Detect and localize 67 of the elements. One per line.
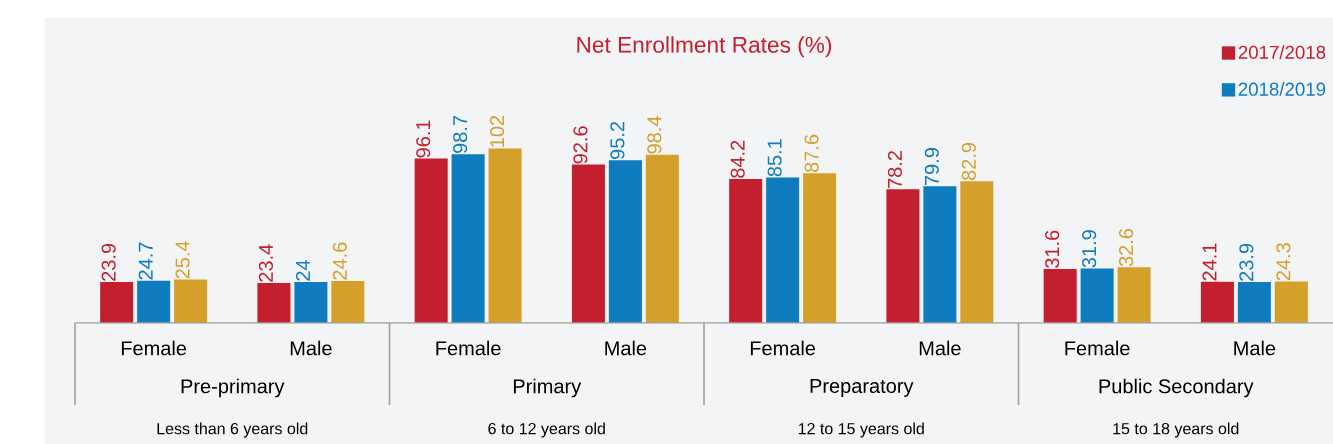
data-label: 24.1 xyxy=(1202,243,1217,281)
data-label: 25.4 xyxy=(175,240,190,279)
x-tick-label: Female xyxy=(1065,340,1130,356)
bar xyxy=(331,280,365,323)
bar xyxy=(1080,268,1114,323)
bar xyxy=(766,177,800,323)
bar xyxy=(1117,267,1151,323)
data-label: 98.4 xyxy=(647,116,662,154)
data-label: 24.7 xyxy=(138,242,153,280)
data-label: 31.9 xyxy=(1082,230,1097,268)
data-label: 78.2 xyxy=(887,151,902,188)
x-tick-label: Male xyxy=(605,340,647,356)
bar xyxy=(571,164,605,323)
bar xyxy=(1043,268,1077,323)
data-label: 85.1 xyxy=(767,139,782,177)
x-tick-label: Female xyxy=(750,340,816,356)
data-label: 98.7 xyxy=(453,115,468,153)
legend-label: 2018/2019 xyxy=(1238,82,1326,96)
text: Public Secondary xyxy=(1099,378,1254,398)
bar xyxy=(803,173,837,323)
legend-label: 2017/2018 xyxy=(1238,45,1326,59)
bar xyxy=(960,181,994,323)
bar xyxy=(257,282,291,323)
data-label: 96.1 xyxy=(416,120,431,158)
text: 12 to 15 years old xyxy=(798,422,924,438)
text: 15 to 18 years old xyxy=(1113,422,1239,438)
data-label: 102 xyxy=(490,115,505,147)
bar xyxy=(100,282,134,323)
x-tick-label: Male xyxy=(1234,340,1276,356)
text: Primary xyxy=(513,378,582,398)
data-label: 31.6 xyxy=(1045,230,1060,268)
bar xyxy=(923,186,957,323)
text: Less than 6 years old xyxy=(157,422,308,438)
text: 6 to 12 years old xyxy=(488,422,605,438)
bar xyxy=(645,154,679,323)
data-label: 95.2 xyxy=(610,121,625,159)
bar xyxy=(451,154,485,323)
data-label: 24.3 xyxy=(1276,243,1291,281)
bar xyxy=(488,148,522,323)
bar xyxy=(294,281,328,323)
data-label: 79.9 xyxy=(924,148,939,186)
data-label: 87.6 xyxy=(804,134,819,173)
data-label: 24 xyxy=(295,260,310,281)
x-tick-label: Male xyxy=(290,340,332,356)
bar xyxy=(414,158,448,323)
x-tick-label: Female xyxy=(121,340,187,356)
data-label: 82.9 xyxy=(961,142,976,181)
data-label: 92.6 xyxy=(573,126,588,164)
data-label: 24.6 xyxy=(332,242,347,280)
bar xyxy=(608,160,642,323)
chart-title: Net Enrollment Rates (%) xyxy=(577,36,832,58)
bar xyxy=(1200,281,1234,323)
x-tick-label: Male xyxy=(919,340,961,356)
x-tick-label: Female xyxy=(436,340,501,356)
data-label: 23.9 xyxy=(1239,243,1254,281)
data-label: 23.9 xyxy=(101,243,116,281)
bar xyxy=(137,280,171,323)
bar xyxy=(174,279,208,323)
bar xyxy=(886,189,920,323)
text: Pre-primary xyxy=(181,378,285,398)
data-label: 84.2 xyxy=(730,140,745,178)
bar xyxy=(1237,282,1271,323)
data-label: 32.6 xyxy=(1119,228,1134,267)
bar xyxy=(729,178,763,323)
bar xyxy=(1274,281,1308,323)
text: Preparatory xyxy=(810,379,914,397)
data-label: 23.4 xyxy=(258,244,273,282)
